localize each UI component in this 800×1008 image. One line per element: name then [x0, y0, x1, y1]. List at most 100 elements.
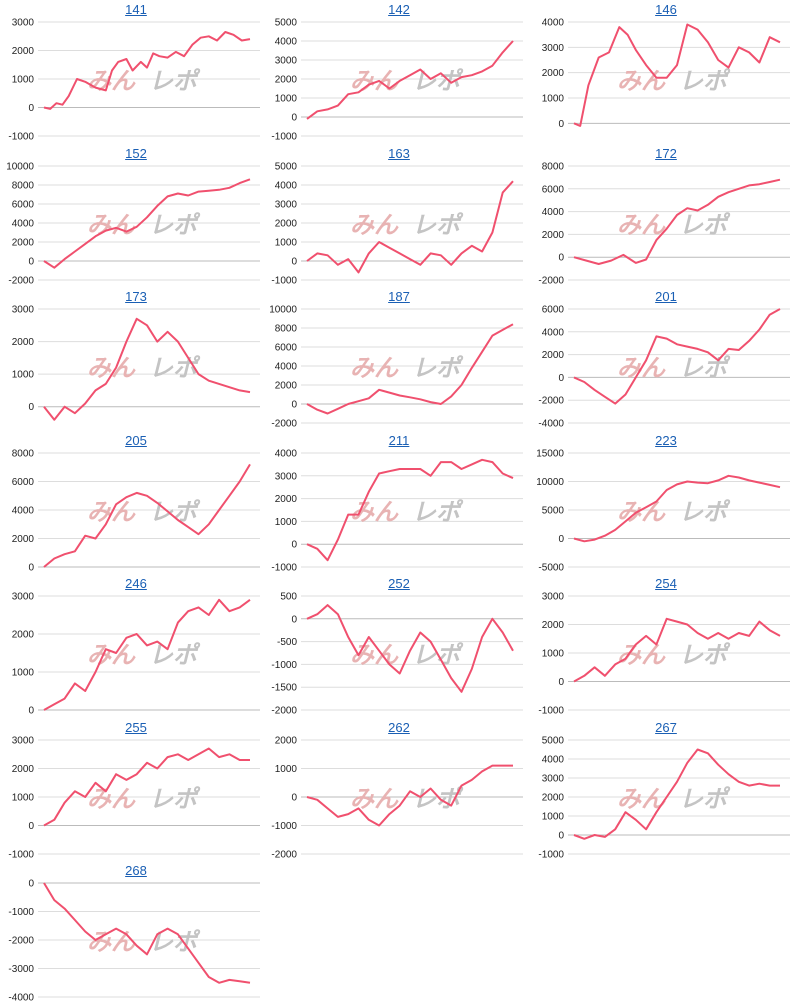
series-line [573, 23, 781, 127]
watermark-text: みん [87, 785, 136, 813]
chart-title-link[interactable]: 211 [388, 432, 410, 448]
y-tick-label: 0 [558, 677, 564, 688]
chart-title-link[interactable]: 254 [655, 576, 677, 591]
watermark-text: みん [87, 354, 136, 382]
y-tick-label: -5000 [538, 562, 564, 573]
chart-title-link[interactable]: 252 [388, 576, 410, 591]
y-tick-label: 3000 [542, 592, 565, 603]
y-tick-label: 6000 [12, 199, 35, 210]
chart-title-link[interactable]: 172 [655, 145, 677, 161]
chart-panel: 268 -4000 -3000 -2000 -1000 0 みん レポ [5, 861, 267, 1004]
y-tick-label: 0 [291, 113, 297, 124]
y-tick-label: -1000 [8, 907, 34, 918]
chart-title-link[interactable]: 187 [388, 289, 410, 304]
y-tick-label: 0 [291, 792, 297, 803]
y-tick-label: 2000 [12, 630, 35, 641]
chart-panel: 223 -5000 0 5000 10000 15000 みん レポ [535, 431, 797, 573]
y-tick-label: -2000 [538, 396, 564, 407]
y-tick-label: 0 [28, 562, 34, 573]
watermark-text: みん [350, 498, 399, 526]
series-line [573, 748, 780, 840]
watermark-text: レポ [412, 354, 464, 382]
chart-title-link[interactable]: 246 [125, 576, 147, 591]
chart-panel: 146 0 1000 2000 3000 4000 みん レポ [535, 0, 797, 140]
chart-panel: 142 -1000 0 1000 2000 3000 4000 5000 みん レポ [268, 0, 530, 143]
y-tick-label: -4000 [538, 419, 564, 430]
series-line [306, 458, 514, 561]
y-tick-label: 2000 [542, 68, 565, 79]
y-tick-label: 4000 [275, 362, 298, 373]
y-tick-label: 1000 [275, 237, 298, 248]
y-tick-label: -1000 [271, 132, 297, 143]
y-tick-label: 10000 [269, 305, 297, 316]
series-line [43, 747, 250, 826]
y-tick-label: 3000 [275, 56, 298, 67]
watermark-text: レポ [679, 785, 731, 813]
chart-title-link[interactable]: 141 [125, 2, 147, 17]
series-line [43, 463, 251, 568]
chart-title-link[interactable]: 223 [655, 432, 677, 448]
chart-title-link[interactable]: 152 [125, 145, 147, 161]
chart-title-link[interactable]: 268 [125, 863, 147, 878]
y-tick-label: 8000 [542, 161, 565, 172]
y-tick-label: -2000 [538, 275, 564, 286]
y-tick-label: 0 [291, 539, 297, 550]
y-tick-label: 6000 [12, 477, 35, 488]
watermark-text: レポ [679, 354, 731, 382]
y-tick-label: 1000 [12, 792, 35, 803]
watermark-text: レポ [412, 211, 464, 239]
series-line [573, 617, 781, 683]
chart-panel: 252 -2000 -1500 -1000 -500 0 500 みん レポ [268, 574, 530, 717]
y-tick-label: 3000 [12, 305, 35, 316]
y-tick-label: -1000 [271, 562, 297, 573]
line-chart: -1000 0 1000 2000 3000 みん レポ [538, 592, 790, 717]
y-tick-label: 0 [291, 256, 297, 267]
y-tick-label: 0 [28, 402, 34, 413]
y-tick-label: 2000 [275, 735, 298, 746]
y-tick-label: 4000 [12, 505, 35, 516]
watermark-text: みん [617, 641, 666, 669]
series-line [306, 323, 514, 415]
y-tick-label: 5000 [275, 18, 298, 29]
y-tick-label: 2000 [542, 620, 565, 631]
y-tick-label: 4000 [542, 754, 565, 765]
chart-title-link[interactable]: 173 [125, 289, 147, 304]
y-tick-label: 2000 [12, 764, 35, 775]
series-line [43, 882, 251, 984]
watermark-text: みん [617, 67, 666, 95]
y-tick-label: -500 [277, 637, 297, 648]
chart-title-link[interactable]: 163 [388, 145, 410, 161]
chart-title-link[interactable]: 142 [388, 2, 410, 17]
chart-title-link[interactable]: 262 [388, 719, 410, 735]
y-tick-label: 2000 [12, 46, 35, 57]
y-tick-label: 3000 [12, 735, 35, 746]
chart-panel: 173 0 1000 2000 3000 みん レポ [5, 287, 267, 427]
y-tick-label: 3000 [542, 43, 565, 54]
y-tick-label: 2000 [12, 337, 35, 348]
watermark-text: みん [87, 928, 136, 956]
chart-title-link[interactable]: 255 [125, 719, 147, 735]
y-tick-label: 1000 [275, 94, 298, 105]
series-line [573, 178, 781, 265]
y-tick-label: 2000 [275, 494, 298, 505]
series-line [43, 598, 251, 711]
y-tick-label: -2000 [8, 275, 34, 286]
y-tick-label: 3000 [12, 592, 35, 603]
y-tick-label: -2000 [8, 936, 34, 947]
chart-title-link[interactable]: 146 [655, 2, 677, 17]
y-tick-label: 1000 [275, 516, 298, 527]
y-tick-label: 4000 [542, 327, 565, 338]
line-chart: 0 1000 2000 3000 みん レポ [12, 305, 260, 421]
y-tick-label: 4000 [275, 37, 298, 48]
chart-title-link[interactable]: 201 [655, 289, 677, 304]
y-tick-label: 10000 [536, 477, 564, 488]
y-tick-label: 3000 [12, 18, 35, 29]
series-line [306, 604, 514, 693]
chart-title-link[interactable]: 267 [655, 719, 677, 735]
y-tick-label: 4000 [275, 180, 298, 191]
y-tick-label: -1000 [271, 821, 297, 832]
chart-title-link[interactable]: 205 [125, 432, 147, 448]
